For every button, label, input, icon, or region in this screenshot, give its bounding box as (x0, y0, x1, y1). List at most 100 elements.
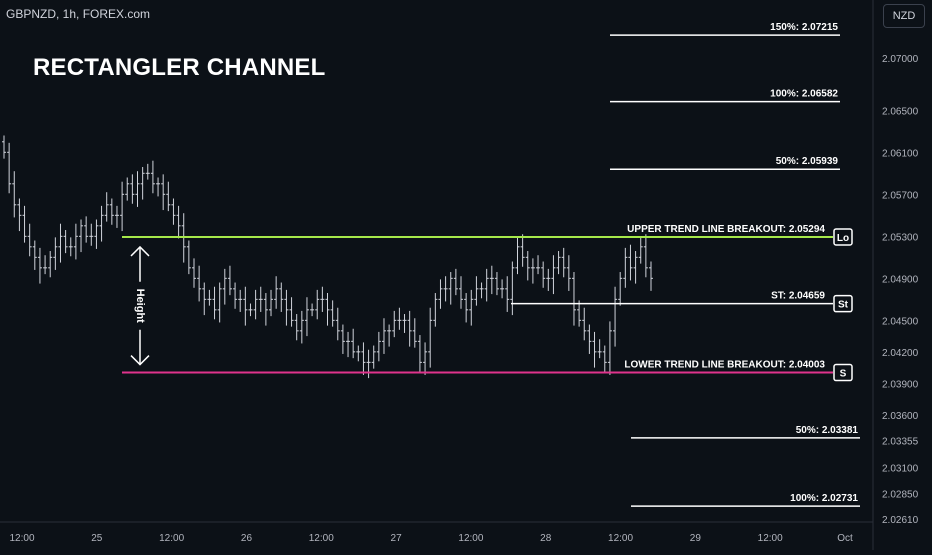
height-label-bg (133, 281, 147, 330)
candle (12, 171, 17, 218)
candle (53, 237, 58, 270)
candle (191, 258, 196, 288)
candle (371, 345, 376, 369)
y-tick-label: 2.06500 (882, 106, 919, 117)
x-tick-label: 12:00 (758, 533, 783, 544)
y-tick-label: 2.03600 (882, 411, 919, 422)
candle (428, 307, 433, 368)
candle (469, 289, 474, 326)
candle (402, 314, 407, 333)
y-tick-label: 2.05300 (882, 232, 919, 243)
x-tick-label: 12:00 (309, 533, 334, 544)
candle (125, 177, 130, 201)
candle (171, 198, 176, 225)
candle (104, 192, 109, 222)
candle (161, 174, 166, 211)
y-tick-label: 2.06100 (882, 148, 919, 159)
level-label: LOWER TREND LINE BREAKOUT: 2.04003 (624, 360, 825, 371)
level-label: 100%: 2.02731 (790, 493, 858, 504)
candle (299, 310, 304, 344)
candle (577, 300, 582, 327)
candle (238, 289, 243, 312)
level-badge[interactable] (833, 363, 853, 382)
candle (269, 289, 274, 317)
candle (63, 230, 68, 254)
candle (525, 251, 530, 281)
candle (99, 205, 104, 242)
candle (227, 265, 232, 296)
candle (351, 328, 356, 359)
candle (587, 324, 592, 354)
candle (84, 216, 89, 243)
candle (325, 293, 330, 326)
candle (387, 324, 392, 347)
x-tick-label: 27 (391, 533, 403, 544)
candle (73, 223, 78, 260)
y-tick-label: 2.02610 (882, 515, 919, 526)
y-tick-label: 2.04900 (882, 274, 919, 285)
candle (94, 219, 99, 249)
candle (145, 163, 150, 180)
candle (243, 286, 248, 326)
x-tick-label: 12:00 (458, 533, 483, 544)
y-tick-label: 2.04200 (882, 348, 919, 359)
candle (140, 166, 145, 200)
y-tick-label: 2.05700 (882, 190, 919, 201)
candle (602, 345, 607, 372)
candle (340, 324, 345, 354)
candle (438, 279, 443, 309)
level-label: UPPER TREND LINE BREAKOUT: 2.05294 (627, 224, 825, 235)
candle (494, 272, 499, 296)
candle (2, 135, 6, 159)
candle (582, 307, 587, 341)
x-tick-label: 25 (91, 533, 103, 544)
candle (541, 261, 546, 288)
y-tick-label: 2.04500 (882, 316, 919, 327)
candle (335, 307, 340, 341)
price-axis-panel[interactable] (873, 0, 932, 550)
candle (289, 297, 294, 327)
candle (279, 282, 284, 312)
candle (48, 251, 53, 278)
candle (412, 318, 417, 348)
candle (392, 310, 397, 338)
candle (176, 205, 181, 239)
candle (623, 247, 628, 288)
candle (222, 268, 227, 305)
height-arrow-down-icon (130, 355, 150, 366)
currency-badge[interactable]: NZD (883, 4, 925, 28)
height-label: Height (134, 289, 146, 324)
candle (459, 276, 464, 309)
candle (453, 268, 458, 296)
candle (530, 258, 535, 284)
level-badge[interactable] (833, 228, 853, 246)
candle (618, 272, 623, 306)
candle (546, 268, 551, 291)
candle (520, 234, 525, 267)
candle (304, 297, 309, 337)
candle (361, 342, 366, 375)
candle (536, 255, 541, 275)
candle (202, 282, 207, 316)
candle (633, 251, 638, 284)
candle (479, 282, 484, 299)
candle (17, 198, 22, 232)
candle (320, 286, 325, 312)
level-label: 100%: 2.06582 (770, 89, 838, 100)
level-badge[interactable] (833, 294, 853, 313)
candle (638, 237, 643, 264)
x-tick-label: 12:00 (608, 533, 633, 544)
candle (217, 282, 222, 323)
level-label: ST: 2.04659 (771, 291, 825, 302)
candle (135, 171, 140, 207)
candle (233, 282, 238, 309)
candle (407, 310, 412, 347)
level-label: 50%: 2.05939 (776, 156, 839, 167)
candle (592, 331, 597, 368)
x-tick-label: Oct (837, 533, 853, 544)
candle (212, 286, 217, 320)
candle (263, 293, 268, 326)
candle (571, 272, 576, 326)
